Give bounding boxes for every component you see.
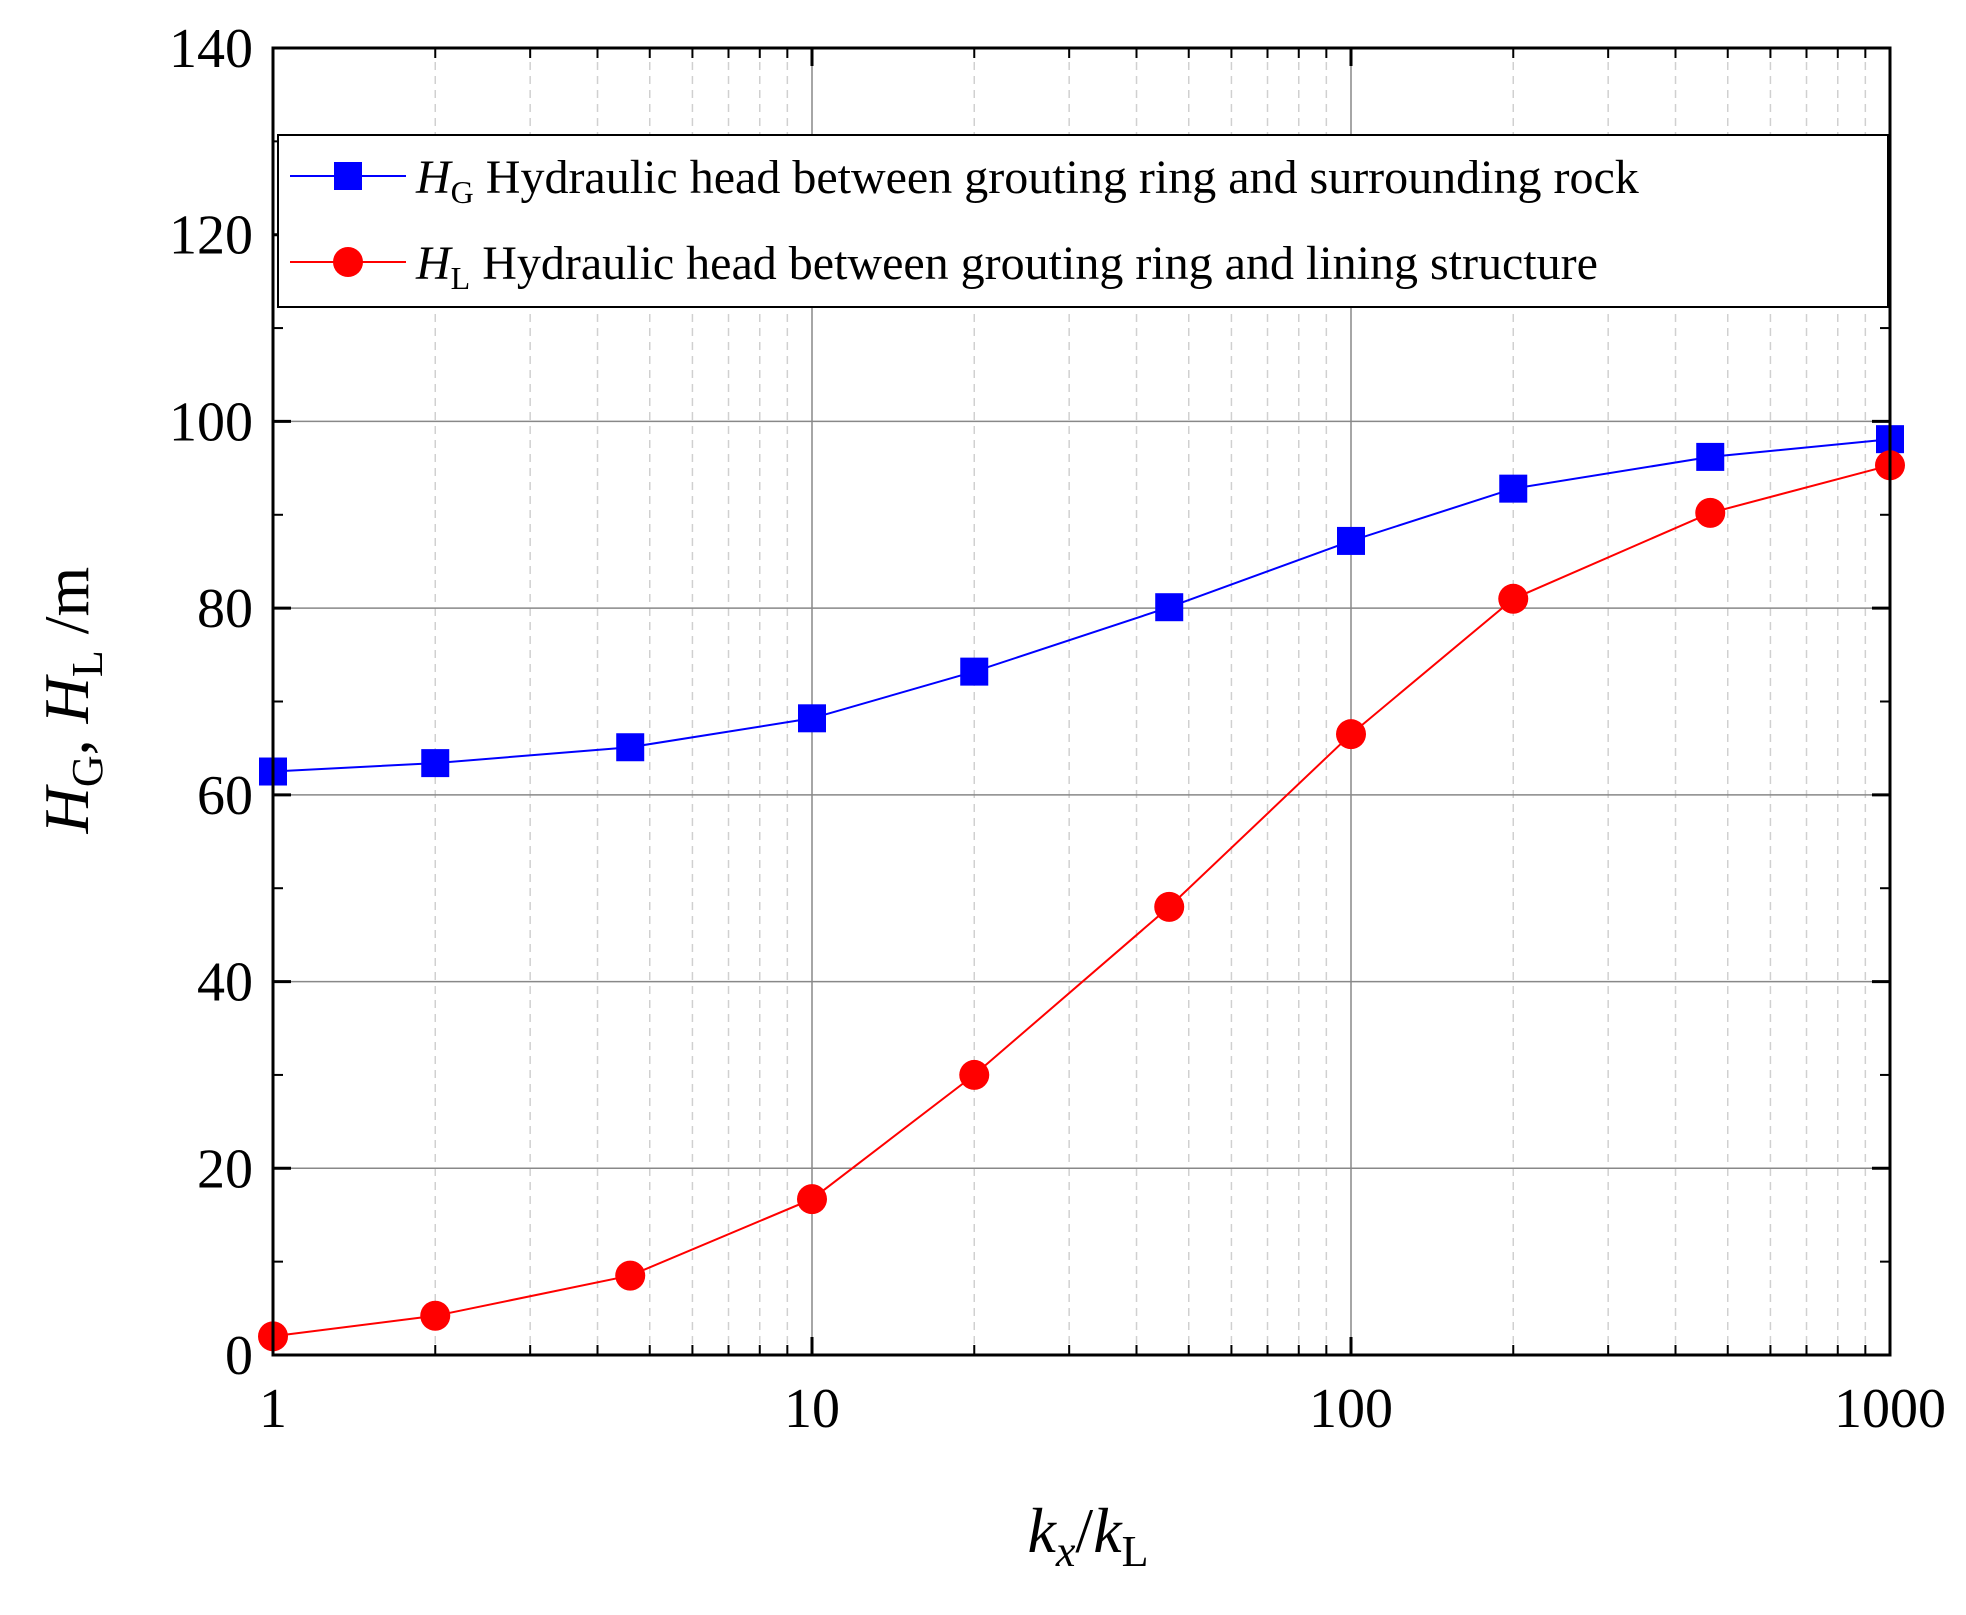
legend-box	[277, 134, 1889, 308]
tick-labels: 1 10 100 1000 0 20 40 60 80 100 120 140	[169, 18, 1946, 1440]
series-line-hl	[272, 464, 1891, 1338]
legend-hg-label: HG Hydraulic head between grouting ring …	[415, 151, 1639, 210]
y-tick-label: 20	[197, 1138, 253, 1200]
y-tick-label: 0	[225, 1325, 253, 1387]
legend: HG Hydraulic head between grouting ring …	[277, 134, 1889, 308]
data-point-hl	[959, 1059, 990, 1090]
data-point-hg	[421, 749, 450, 778]
y-tick-label: 100	[169, 391, 253, 453]
y-axis-title: HG, HL /m	[31, 567, 112, 835]
legend-item-hl: HL Hydraulic head between grouting ring …	[290, 237, 1598, 296]
legend-hl-marker	[333, 247, 363, 277]
data-point-hl	[615, 1260, 646, 1291]
data-point-hl	[1336, 719, 1366, 750]
data-point-hl	[420, 1300, 451, 1331]
data-point-hg	[960, 657, 989, 686]
legend-hg-marker	[334, 162, 362, 190]
y-tick-label: 40	[197, 952, 253, 1014]
x-tick-label: 1000	[1834, 1378, 1946, 1440]
data-point-hl	[1498, 583, 1529, 614]
data-point-hl	[797, 1184, 827, 1215]
x-tick-label: 1	[259, 1378, 287, 1440]
series-lines	[272, 438, 1891, 1338]
y-tick-label: 60	[197, 765, 253, 827]
data-point-hg	[1155, 593, 1184, 622]
x-tick-label: 10	[784, 1378, 840, 1440]
data-point-hg	[616, 733, 645, 762]
legend-item-hg: HG Hydraulic head between grouting ring …	[290, 151, 1639, 210]
data-point-hl	[1695, 497, 1726, 528]
data-point-hg	[1337, 526, 1365, 555]
data-point-hg	[1696, 442, 1725, 471]
data-point-hl	[1154, 891, 1185, 922]
y-tick-label: 80	[197, 578, 253, 640]
x-axis-title: kx/kL	[1027, 1495, 1148, 1576]
legend-hl-label: HL Hydraulic head between grouting ring …	[415, 237, 1598, 296]
x-tick-label: 100	[1309, 1378, 1393, 1440]
y-tick-label: 140	[169, 18, 253, 80]
series-line-hg	[272, 438, 1891, 773]
y-tick-label: 120	[169, 205, 253, 267]
data-point-hg	[1499, 474, 1528, 503]
data-point-hg	[798, 704, 826, 733]
